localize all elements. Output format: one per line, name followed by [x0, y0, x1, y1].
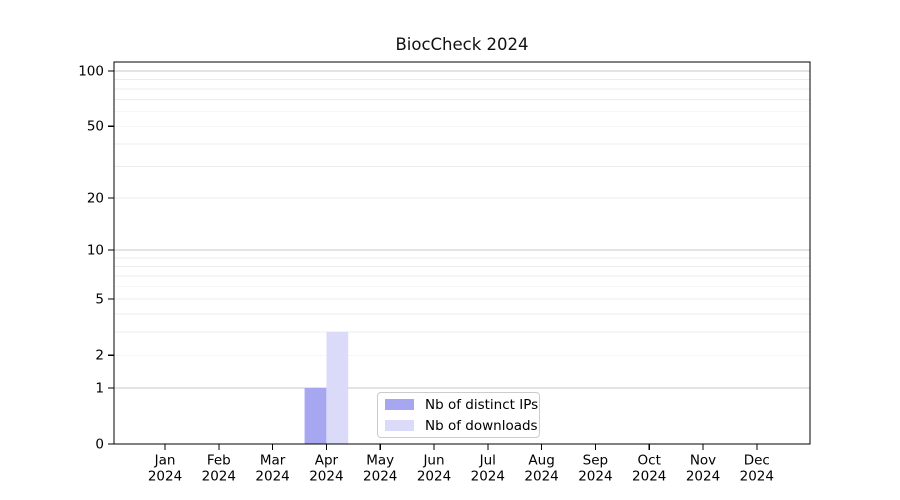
x-tick-label-month: Feb	[207, 453, 231, 469]
x-tick-label-year: 2024	[471, 469, 505, 485]
legend-item-distinct-ips: Nb of distinct IPs	[385, 397, 539, 413]
legend-label-downloads: Nb of downloads	[425, 417, 538, 434]
legend-swatch-downloads	[385, 420, 414, 431]
x-tick-label-month: Mar	[260, 453, 286, 469]
y-tick-label: 2	[95, 348, 104, 364]
y-tick-label: 10	[87, 243, 104, 259]
x-tick-label-year: 2024	[740, 469, 774, 485]
x-tick-label-year: 2024	[417, 469, 451, 485]
y-tick-label: 0	[95, 437, 104, 453]
chart-title: BiocCheck 2024	[395, 35, 529, 54]
x-tick-label-month: Aug	[528, 453, 554, 469]
legend: Nb of distinct IPs Nb of downloads	[377, 392, 540, 438]
x-tick-label-month: Dec	[744, 453, 770, 469]
legend-swatch-distinct-ips	[385, 399, 414, 410]
x-tick-label-month: Jun	[422, 453, 444, 469]
bar-nb-of-distinct-ips-apr	[304, 387, 327, 444]
legend-label-distinct-ips: Nb of distinct IPs	[425, 396, 539, 413]
x-tick-label-month: Jul	[479, 453, 496, 469]
axes-spines	[113, 61, 811, 445]
bar-nb-of-downloads-apr	[326, 331, 349, 444]
x-tick-label-year: 2024	[309, 469, 343, 485]
legend-item-downloads: Nb of downloads	[385, 418, 539, 434]
y-tick-label: 100	[78, 64, 104, 80]
y-tick-label: 5	[95, 292, 104, 308]
x-tick-label-year: 2024	[686, 469, 720, 485]
x-tick-label-month: Sep	[583, 453, 608, 469]
x-tick-label-year: 2024	[148, 469, 182, 485]
x-tick-label-year: 2024	[632, 469, 666, 485]
y-tick-label: 20	[87, 190, 104, 206]
y-tick-label: 50	[87, 119, 104, 135]
x-tick-label-year: 2024	[578, 469, 612, 485]
x-tick-label-year: 2024	[524, 469, 558, 485]
x-tick-label-month: Apr	[315, 453, 339, 469]
x-tick-label-month: Oct	[638, 453, 661, 469]
y-tick-label: 1	[95, 380, 104, 396]
x-tick-label-year: 2024	[255, 469, 289, 485]
x-tick-label-year: 2024	[363, 469, 397, 485]
x-tick-label-month: May	[366, 453, 394, 469]
x-tick-label-month: Nov	[690, 453, 716, 469]
x-tick-label-year: 2024	[202, 469, 236, 485]
x-tick-label-month: Jan	[154, 453, 176, 469]
